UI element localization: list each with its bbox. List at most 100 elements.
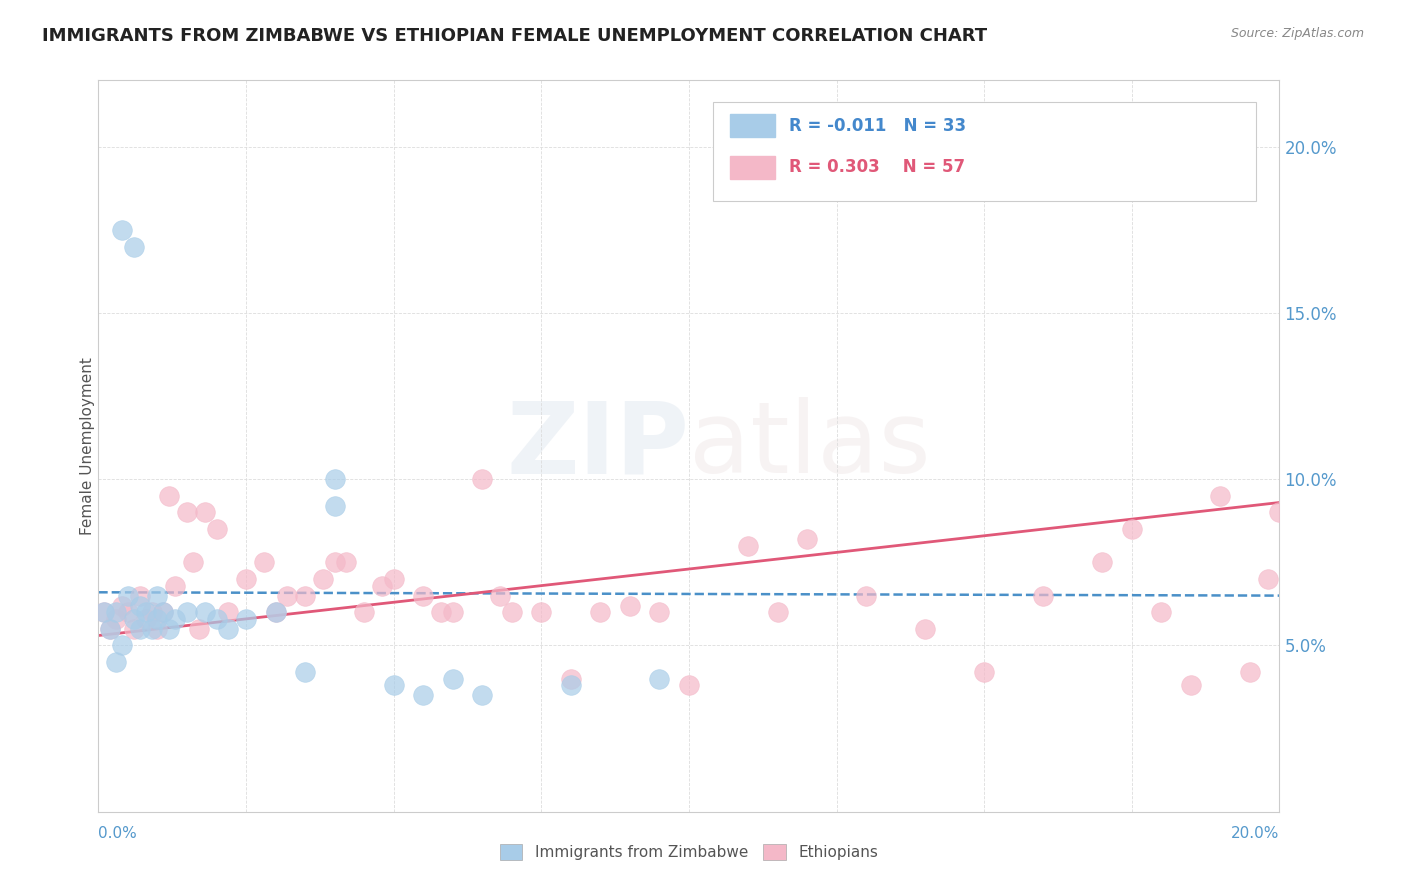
Point — [1268, 506, 1291, 520]
Point — [766, 605, 789, 619]
Point — [152, 605, 174, 619]
Point — [194, 605, 217, 619]
Legend: Immigrants from Zimbabwe, Ethiopians: Immigrants from Zimbabwe, Ethiopians — [494, 838, 884, 866]
Text: Source: ZipAtlas.com: Source: ZipAtlas.com — [1230, 27, 1364, 40]
Point — [135, 605, 157, 619]
Point — [323, 555, 346, 569]
Point — [217, 622, 239, 636]
Point — [205, 612, 228, 626]
Point — [501, 605, 523, 619]
Text: IMMIGRANTS FROM ZIMBABWE VS ETHIOPIAN FEMALE UNEMPLOYMENT CORRELATION CHART: IMMIGRANTS FROM ZIMBABWE VS ETHIOPIAN FE… — [42, 27, 987, 45]
Point — [914, 622, 936, 636]
Point — [530, 605, 553, 619]
Point — [128, 589, 150, 603]
Point — [122, 612, 145, 626]
Point — [648, 605, 671, 619]
Point — [93, 605, 115, 619]
Point — [1032, 589, 1054, 603]
Point — [648, 672, 671, 686]
Point — [165, 612, 187, 626]
Point — [194, 506, 217, 520]
Point — [146, 622, 169, 636]
Point — [382, 572, 405, 586]
Point — [111, 223, 134, 237]
Text: R = 0.303    N = 57: R = 0.303 N = 57 — [789, 158, 966, 176]
Point — [430, 605, 453, 619]
Point — [235, 612, 257, 626]
Point — [1150, 605, 1173, 619]
Point — [855, 589, 877, 603]
Point — [98, 622, 121, 636]
Point — [441, 672, 464, 686]
Point — [796, 532, 818, 546]
Bar — [730, 114, 775, 137]
Text: 20.0%: 20.0% — [1232, 826, 1279, 841]
Point — [105, 605, 128, 619]
Point — [1180, 678, 1202, 692]
Point — [205, 522, 228, 536]
Point — [412, 689, 434, 703]
Point — [117, 605, 139, 619]
Point — [235, 572, 257, 586]
Point — [312, 572, 335, 586]
Point — [441, 605, 464, 619]
Point — [371, 579, 394, 593]
Point — [471, 472, 494, 486]
Point — [111, 599, 134, 613]
Point — [176, 605, 198, 619]
Text: atlas: atlas — [689, 398, 931, 494]
Point — [157, 622, 180, 636]
Point — [489, 589, 512, 603]
Y-axis label: Female Unemployment: Female Unemployment — [80, 357, 94, 535]
Point — [122, 622, 145, 636]
Point — [98, 622, 121, 636]
Point — [1091, 555, 1114, 569]
Point — [141, 622, 163, 636]
Point — [146, 589, 169, 603]
Point — [323, 499, 346, 513]
Point — [253, 555, 276, 569]
Point — [93, 605, 115, 619]
Point — [176, 506, 198, 520]
Point — [135, 612, 157, 626]
Point — [152, 605, 174, 619]
Point — [105, 612, 128, 626]
Point — [187, 622, 209, 636]
Point — [560, 672, 582, 686]
Point — [122, 239, 145, 253]
Point — [294, 665, 316, 679]
Point — [264, 605, 287, 619]
FancyBboxPatch shape — [713, 103, 1256, 201]
Point — [335, 555, 357, 569]
Point — [146, 612, 169, 626]
Point — [471, 689, 494, 703]
Point — [678, 678, 700, 692]
Point — [619, 599, 641, 613]
Point — [323, 472, 346, 486]
Point — [128, 599, 150, 613]
Point — [382, 678, 405, 692]
Point — [141, 605, 163, 619]
Point — [276, 589, 298, 603]
Text: ZIP: ZIP — [506, 398, 689, 494]
Point — [589, 605, 612, 619]
Point — [1239, 665, 1261, 679]
Text: R = -0.011   N = 33: R = -0.011 N = 33 — [789, 117, 966, 135]
Point — [1257, 572, 1279, 586]
Point — [165, 579, 187, 593]
Point — [1121, 522, 1143, 536]
Point — [111, 639, 134, 653]
Bar — [730, 155, 775, 179]
Text: 0.0%: 0.0% — [98, 826, 138, 841]
Point — [1209, 489, 1232, 503]
Point — [294, 589, 316, 603]
Point — [973, 665, 995, 679]
Point — [181, 555, 204, 569]
Point — [105, 655, 128, 669]
Point — [737, 539, 759, 553]
Point — [128, 622, 150, 636]
Point — [353, 605, 375, 619]
Point — [412, 589, 434, 603]
Point — [217, 605, 239, 619]
Point — [264, 605, 287, 619]
